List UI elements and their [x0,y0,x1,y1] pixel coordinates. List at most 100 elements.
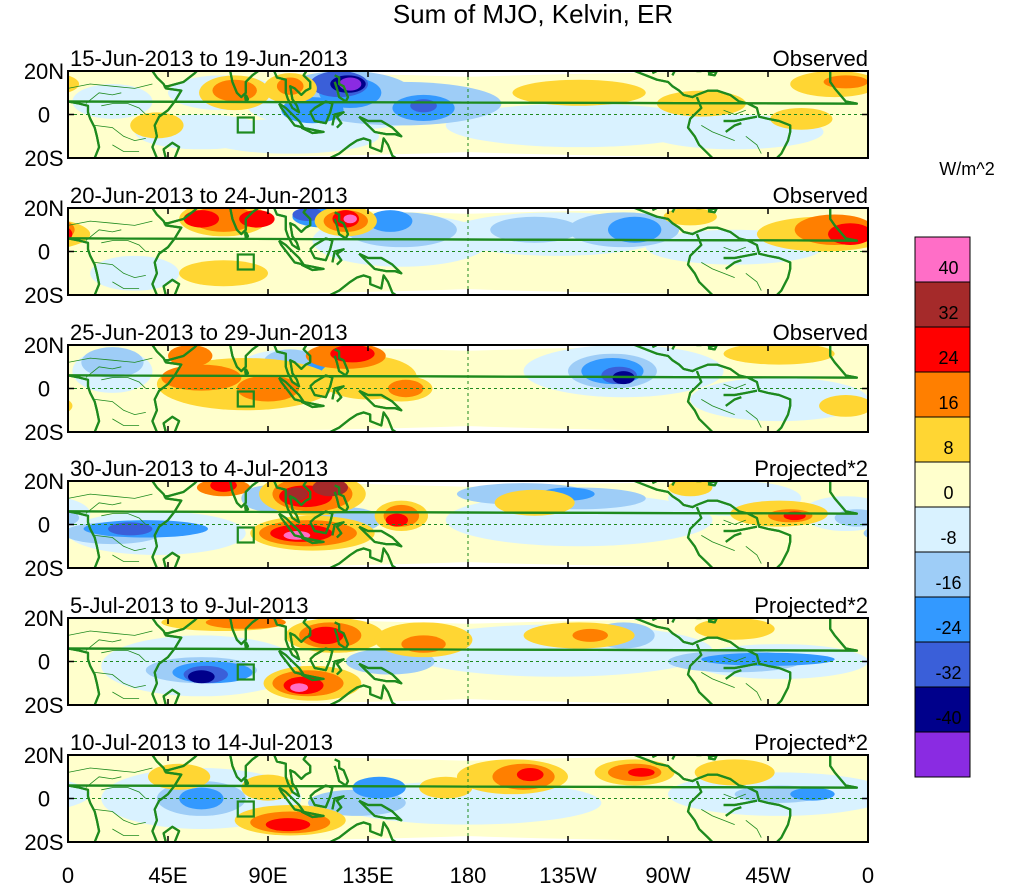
coastline [327,411,398,432]
coastline [333,484,350,513]
anomaly-contour [770,107,833,130]
anomaly-contour [1012,80,1021,102]
coastline [333,621,350,650]
coastline [327,684,398,705]
coastline [68,755,859,789]
y-tick-label: 0 [38,787,50,812]
panel-type: Observed [773,183,868,208]
anomaly-contour [0,501,28,527]
coastline [333,211,350,240]
coastline [68,374,101,432]
anomaly-contour [494,489,575,516]
coastline [327,547,398,568]
country-border [112,828,140,836]
coastline [358,662,403,685]
y-tick-label: 20S [24,283,63,308]
coastline [227,71,261,99]
x-tick-label: 135W [539,863,597,888]
coastline [651,208,676,213]
colorbar-swatch [914,686,971,733]
coastline [244,504,250,513]
anomaly-contour [0,108,32,130]
colorbar-label: -40 [935,708,961,728]
country-border [745,409,762,428]
country-border [701,535,735,551]
y-tick-label: 0 [38,240,50,265]
coastline [300,400,325,409]
anomaly-contour [823,75,868,89]
coastline [300,673,325,682]
coastline [68,647,101,705]
y-tick-label: 0 [38,377,50,402]
y-tick-label: 20S [24,146,63,171]
anomaly-contour [979,260,1021,286]
anomaly-contour [628,768,655,777]
anomaly-contour [419,776,473,799]
x-tick-label: 135E [342,863,393,888]
country-border [745,819,762,838]
y-tick-label: 0 [38,513,50,538]
coastline [725,806,742,817]
country-border [94,262,146,279]
country-border [745,545,762,564]
x-tick-label: 90E [248,863,287,888]
coastline [725,396,742,407]
anomaly-contour [385,513,408,527]
country-border [68,767,153,773]
coastline [309,647,334,672]
coastline [244,368,250,377]
anomaly-contour [183,210,220,228]
coastline [151,208,183,295]
anomaly-contour [930,112,983,138]
colorbar-label: 0 [943,483,953,503]
anomaly-contour [872,84,952,119]
coastline [273,481,312,524]
country-border [701,125,735,141]
coastline [634,481,698,509]
coastline [309,100,334,125]
colorbar-swatch [914,731,971,778]
country-border [94,535,146,552]
map-panel: 20N 0 20S 20-Jun-2013 to 24-Jun-2013 Observe… [24,183,1021,308]
map-panel: 20N 0 20S 30-Jun-2013 to 4-Jul-2013 Projecte… [0,456,869,581]
coastline [634,71,698,99]
coastline [273,755,312,798]
anomaly-contour [1006,616,1021,629]
coastline [686,506,714,568]
country-border [745,682,762,701]
anomaly-contour [410,99,437,113]
colorbar-label: 16 [938,393,958,413]
y-tick-label: 0 [38,650,50,675]
coastline [227,208,261,236]
coastline [651,618,676,623]
x-tick-label: 0 [862,863,874,888]
country-border [112,554,140,562]
y-tick-label: 20S [24,830,63,855]
coastline [335,607,339,614]
y-tick-label: 20S [24,693,63,718]
country-border [101,513,147,525]
coastline [244,94,250,103]
anomaly-contour [68,510,80,526]
coastline [707,618,719,624]
country-border [745,272,762,291]
coastline [686,643,714,705]
country-border [94,125,146,142]
anomaly-contour [694,759,775,786]
coastlines [68,345,859,432]
coastlines [68,208,859,295]
anomaly-contour [0,378,68,422]
anomaly-contour [0,653,35,666]
coastline [68,237,101,295]
coastline [358,389,403,412]
anomaly-contour [0,71,68,158]
anomaly-contour [1001,119,1021,154]
country-border [85,229,122,241]
anomaly-contour [212,79,257,102]
coastline [300,263,325,272]
reference-box [236,663,255,681]
anomaly-contour [979,201,1021,236]
country-border [85,639,122,651]
colorbar-label: -8 [940,528,956,548]
country-border [68,83,153,89]
